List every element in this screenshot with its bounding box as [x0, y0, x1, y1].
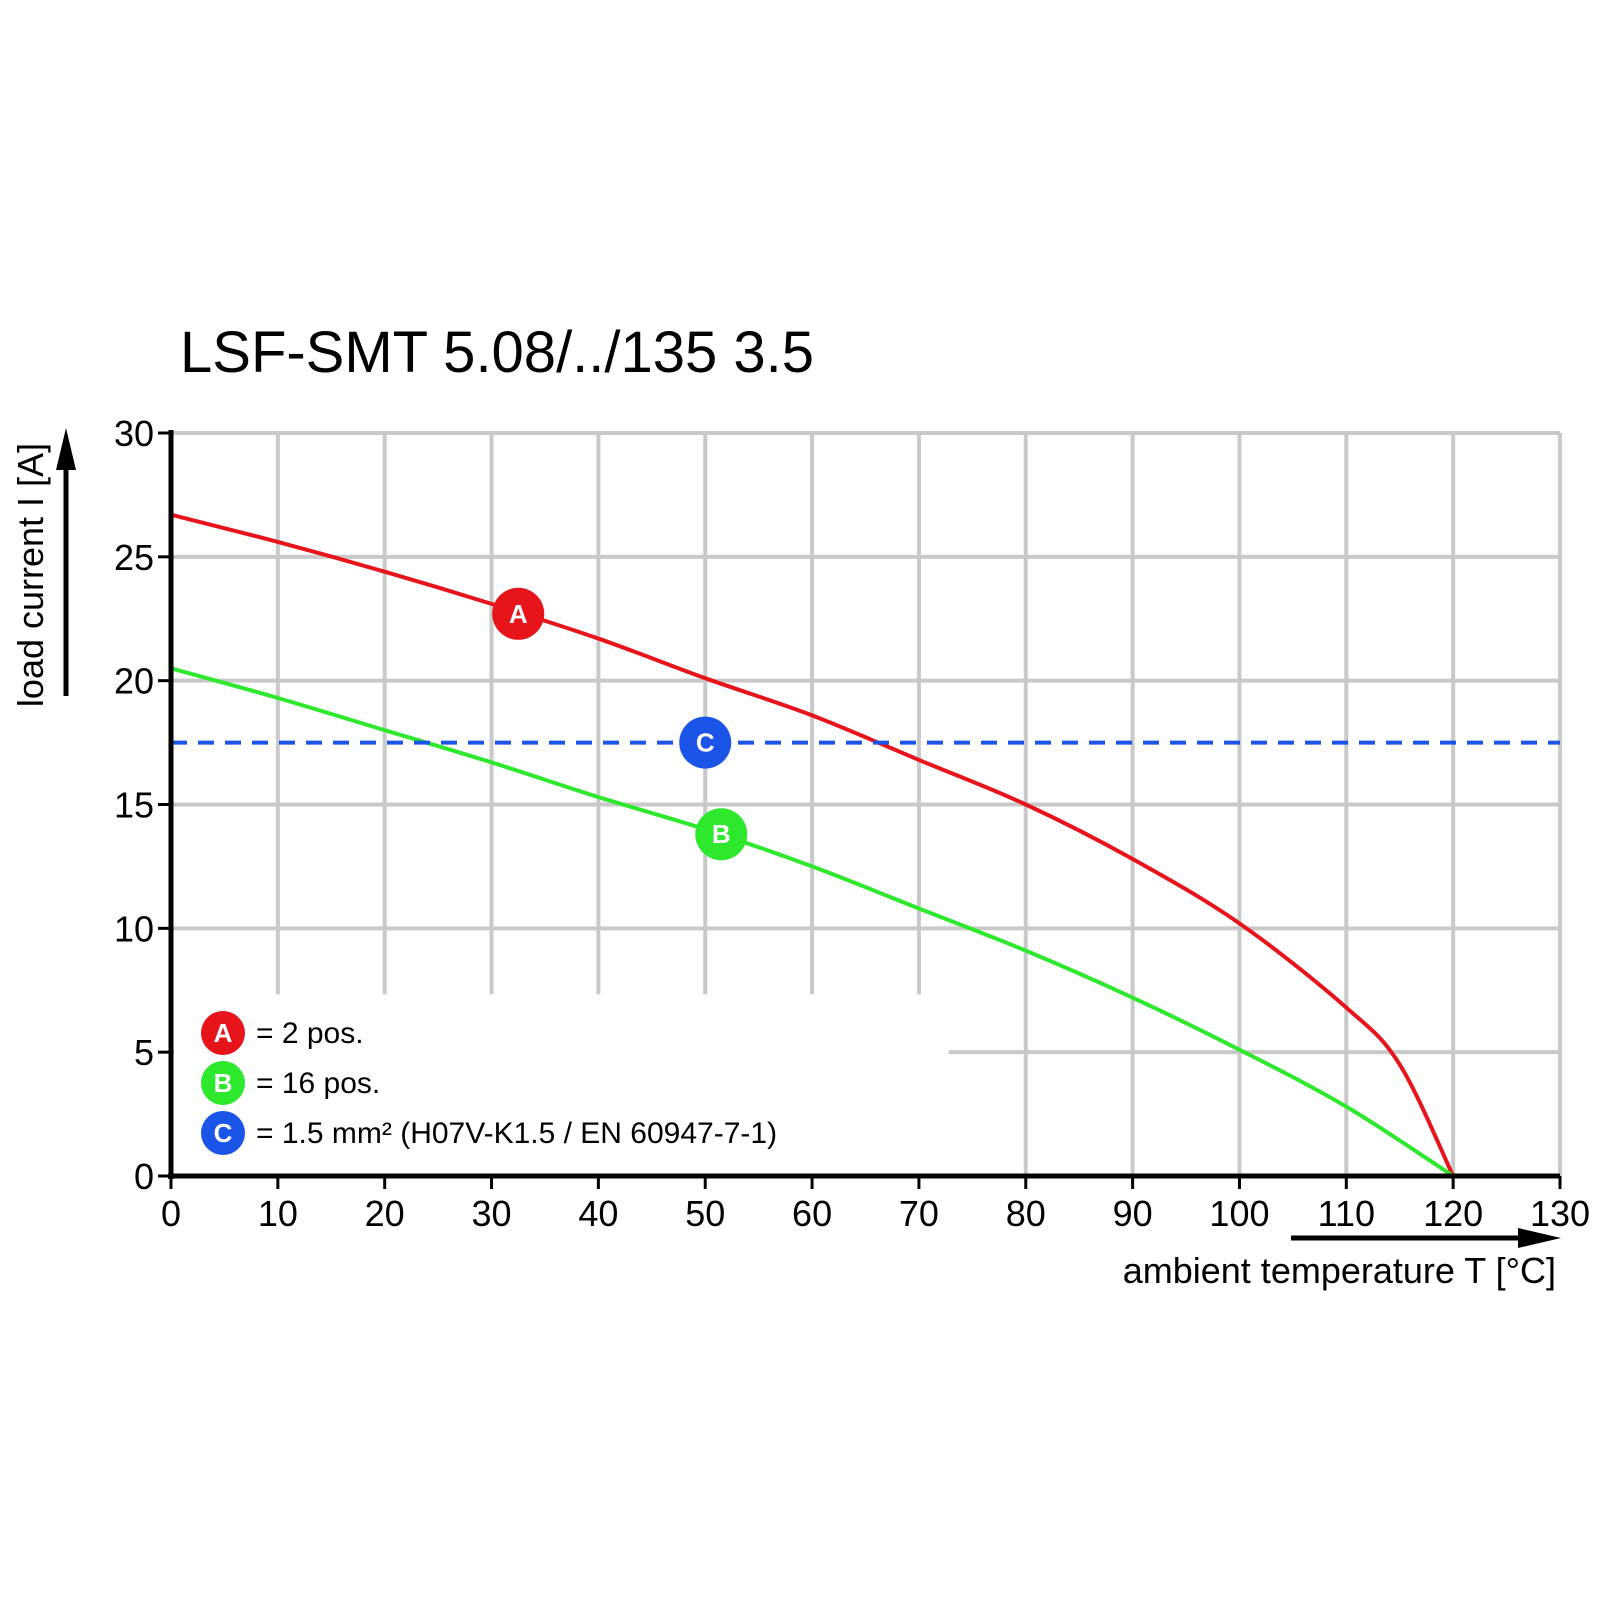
- legend-marker-A: [201, 1011, 245, 1055]
- x-tick-label: 120: [1423, 1193, 1483, 1234]
- legend-marker-B: [201, 1061, 245, 1105]
- x-tick-label: 130: [1530, 1193, 1590, 1234]
- series-line-B: [170, 666, 1455, 1178]
- x-tick-label: 30: [472, 1193, 512, 1234]
- series-marker-label-C: C: [696, 728, 715, 758]
- y-tick-label: 30: [114, 413, 154, 454]
- x-tick-label: 90: [1113, 1193, 1153, 1234]
- x-tick-label: 60: [792, 1193, 832, 1234]
- x-axis-label: ambient temperature T [°C]: [1123, 1250, 1556, 1291]
- x-tick-label: 80: [1006, 1193, 1046, 1234]
- axes: [56, 428, 1562, 1248]
- x-tick-label: 100: [1209, 1193, 1269, 1234]
- x-tick-label: 50: [685, 1193, 725, 1234]
- series-line-A: [170, 512, 1455, 1177]
- x-tick-label: 0: [161, 1193, 181, 1234]
- x-tick-label: 110: [1318, 1193, 1375, 1234]
- y-axis-label: load current I [A]: [10, 443, 51, 707]
- y-tick-label: 0: [134, 1156, 154, 1197]
- legend-marker-label-B: B: [214, 1068, 233, 1098]
- series-marker-A: [492, 587, 545, 640]
- legend-marker-C: [201, 1111, 245, 1155]
- series-layer: [170, 512, 1560, 1178]
- series-marker-C: [679, 716, 732, 769]
- x-tick-label: 40: [578, 1193, 618, 1234]
- legend-background: [174, 994, 949, 1174]
- chart-title: LSF-SMT 5.08/../135 3.5: [180, 320, 814, 385]
- series-marker-label-A: A: [509, 599, 528, 629]
- y-tick-label: 25: [114, 537, 154, 578]
- x-tick-label: 20: [365, 1193, 405, 1234]
- y-direction-arrow-head: [56, 428, 76, 470]
- legend-marker-label-A: A: [214, 1018, 233, 1048]
- y-tick-label: 15: [114, 785, 154, 826]
- x-direction-arrow-head: [1518, 1228, 1561, 1248]
- legend-marker-label-C: C: [214, 1118, 233, 1148]
- axis-labels: ambient temperature T [°C] load current …: [10, 443, 1556, 1291]
- tick-labels: 0 10 20 30 40 50 60 70 80 90 100 110 120 130 0 5 10 15 20 2…: [114, 413, 1590, 1234]
- series-markers: A B C: [492, 587, 748, 861]
- series-marker-B: [695, 808, 748, 861]
- x-tick-label: 70: [899, 1193, 939, 1234]
- legend: A = 2 pos. B = 16 pos. C = 1.5 mm² (H07V-K1.5…: [201, 1011, 777, 1155]
- y-tick-label: 10: [114, 908, 154, 949]
- legend-entry-C: = 1.5 mm² (H07V-K1.5 / EN 60947-7-1): [256, 1117, 777, 1150]
- y-tick-label: 5: [134, 1032, 154, 1073]
- x-tick-label: 10: [258, 1193, 298, 1234]
- legend-backdrop: [174, 994, 949, 1174]
- series-marker-label-B: B: [712, 819, 731, 849]
- y-tick-label: 20: [114, 661, 154, 702]
- legend-entry-A: = 2 pos.: [256, 1017, 364, 1050]
- legend-entry-B: = 16 pos.: [256, 1067, 380, 1100]
